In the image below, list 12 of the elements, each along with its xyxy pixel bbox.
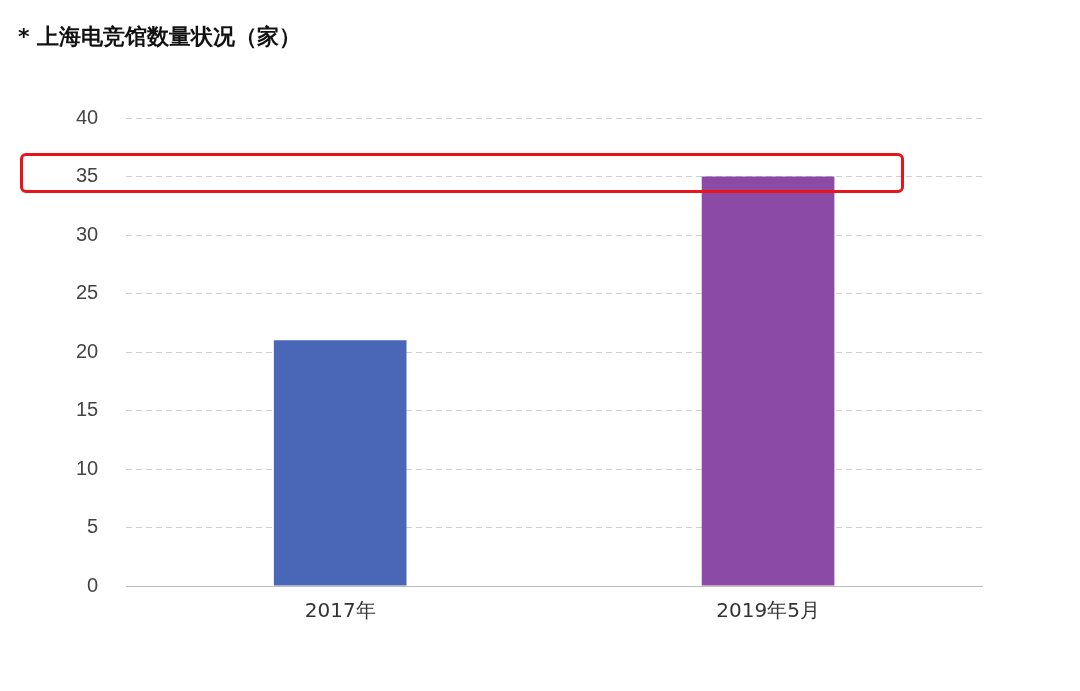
y-tick-label: 5 (87, 515, 99, 538)
y-tick-label: 20 (76, 339, 99, 362)
y-tick-label: 15 (76, 398, 99, 421)
y-tick-label: 40 (76, 105, 99, 128)
chart-title: * 上海电竞馆数量状况（家） (17, 23, 303, 51)
x-tick-label: 2019年5月 (716, 598, 820, 623)
y-tick-label: 30 (76, 222, 99, 245)
y-tick-label: 25 (76, 281, 99, 304)
y-tick-label: 0 (87, 573, 99, 596)
y-tick-label: 35 (76, 164, 99, 187)
y-tick-label: 10 (76, 456, 99, 479)
x-tick-label: 2017年 (304, 598, 376, 623)
